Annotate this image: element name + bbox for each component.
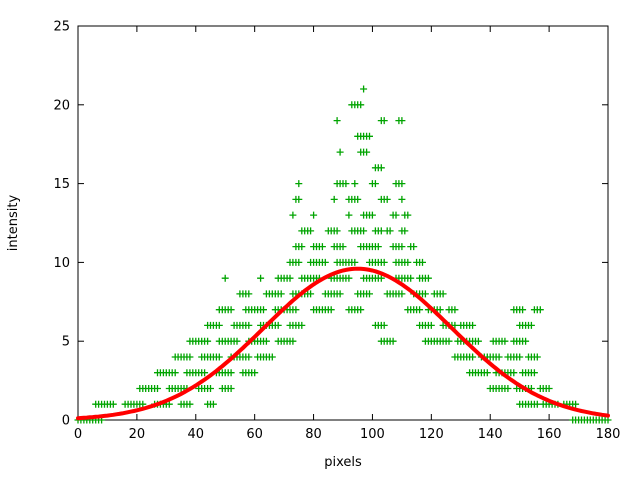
x-tick-label: 120	[419, 427, 444, 442]
x-tick-label: 40	[188, 427, 205, 442]
data-layer	[74, 85, 612, 424]
x-tick-label: 60	[246, 427, 263, 442]
y-tick-label: 15	[53, 177, 70, 192]
y-tick-label: 0	[62, 414, 70, 429]
y-tick-label: 10	[53, 256, 70, 271]
x-tick-label: 160	[537, 427, 562, 442]
x-tick-label: 100	[360, 427, 385, 442]
fit-curve	[76, 266, 610, 421]
y-tick-label: 25	[53, 20, 70, 35]
y-tick-label: 20	[53, 98, 70, 113]
x-tick-label: 80	[305, 427, 322, 442]
y-tick-label: 5	[62, 335, 70, 350]
y-axis-label: intensity	[6, 195, 21, 252]
plot-border	[77, 25, 609, 421]
x-tick-label: 0	[74, 427, 82, 442]
x-tick-label: 180	[596, 427, 621, 442]
axes-layer: 0 20 40 60 80 100 120 140 160 180 0 5 10 15 20 25	[53, 20, 620, 443]
x-tick-label: 20	[129, 427, 146, 442]
x-axis-label: pixels	[324, 455, 362, 470]
x-tick-label: 140	[478, 427, 503, 442]
